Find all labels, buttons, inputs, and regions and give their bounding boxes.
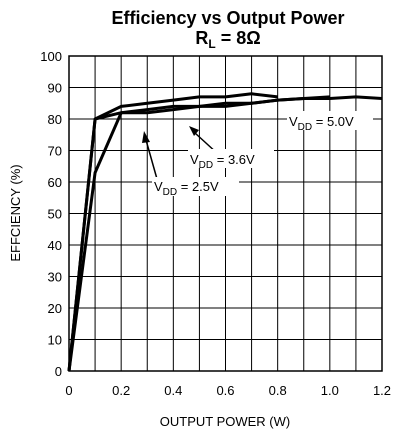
x-tick-label: 0.6 [216,383,234,398]
series-group [67,92,383,372]
y-axis-label: EFFCIENCY (%) [8,164,23,261]
y-tick-label: 30 [48,270,62,285]
annotation-bg-5v0 [287,111,373,130]
arrow-line-2v5 [145,139,158,180]
y-tick-label: 40 [48,238,62,253]
annotation-label-5v0: VDD = 5.0V [289,114,354,133]
y-tick-label: 60 [48,175,62,190]
annotation-label-3v6: VDD = 3.6V [190,152,255,171]
annotation-5v0: VDD = 5.0V [287,111,373,133]
y-tick-label: 20 [48,301,62,316]
annotation-bg-3v6 [188,149,274,168]
annotation-3v6: VDD = 3.6V [188,149,274,171]
y-tick-labels: 0 10 20 30 40 50 60 70 80 90 100 [40,49,62,379]
subtitle-rest: = 8Ω [216,28,261,48]
arrowhead-3v6 [189,126,199,136]
x-tick-label: 0.4 [164,383,182,398]
y-tick-label: 10 [48,333,62,348]
x-tick-label: 0.8 [269,383,287,398]
chart-subtitle: RL = 8Ω [195,28,260,51]
x-tick-label: 1.0 [321,383,339,398]
subtitle-sub: L [208,37,215,51]
plot-frame [68,55,383,372]
x-axis-label: OUTPUT POWER (W) [160,414,290,429]
arrowhead-2v5 [142,131,150,143]
y-tick-label: 50 [48,207,62,222]
annotation-2v5: VDD = 2.5V [152,177,239,198]
y-tick-label: 100 [40,49,62,64]
y-tick-label: 80 [48,112,62,127]
x-tick-label: 0 [65,383,72,398]
series-line-25 [67,92,278,372]
x-tick-label: 1.2 [373,383,391,398]
annotation-bg-2v5 [152,177,239,196]
x-tick-labels: 0 0.2 0.4 0.6 0.8 1.0 1.2 [65,383,391,398]
annotation-label-2v5: VDD = 2.5V [154,179,219,198]
y-tick-label: 0 [55,364,62,379]
y-tick-label: 70 [48,144,62,159]
series-line-50 [67,95,383,372]
y-tick-label: 90 [48,81,62,96]
x-tick-label: 0.2 [112,383,130,398]
chart-title: Efficiency vs Output Power [111,8,344,28]
subtitle-main: R [195,28,208,48]
